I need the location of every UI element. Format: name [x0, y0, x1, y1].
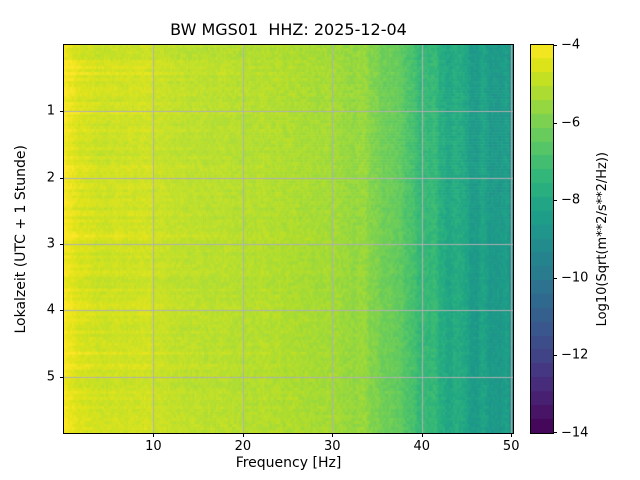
y-tick-label: 3 — [46, 236, 55, 252]
colorbar-label-text: Log10(Sqrt(m**2/s**2/Hz)) — [594, 151, 610, 327]
x-tick-label: 30 — [324, 439, 341, 454]
colorbar-canvas — [531, 45, 553, 433]
x-tick-label: 10 — [145, 439, 162, 454]
y-axis-label: Lokalzeit (UTC + 1 Stunde) — [8, 45, 34, 433]
y-tick-label: 4 — [46, 302, 55, 318]
x-axis-label: Frequency [Hz] — [235, 455, 342, 471]
chart-title: BW MGS01 HHZ: 2025-12-04 — [170, 20, 407, 39]
y-tick-label: 2 — [46, 170, 55, 186]
colorbar — [530, 44, 554, 434]
colorbar-label: Log10(Sqrt(m**2/s**2/Hz)) — [590, 45, 614, 433]
spectrogram-canvas — [64, 45, 513, 433]
colorbar-tick-label: −14 — [561, 425, 589, 441]
colorbar-tick-label: −6 — [561, 115, 581, 131]
x-tick-label: 40 — [413, 439, 431, 454]
y-axis-label-text: Lokalzeit (UTC + 1 Stunde) — [13, 144, 29, 334]
x-tick-label: 50 — [502, 439, 520, 454]
plot-area — [63, 44, 514, 434]
colorbar-tick-label: −8 — [561, 192, 581, 208]
colorbar-tick-label: −12 — [561, 347, 589, 363]
colorbar-tick-label: −4 — [561, 37, 581, 53]
colorbar-tick-label: −10 — [561, 270, 589, 286]
x-tick-label: 20 — [234, 439, 252, 454]
y-tick-label: 5 — [46, 369, 55, 385]
y-tick-label: 1 — [46, 103, 55, 119]
